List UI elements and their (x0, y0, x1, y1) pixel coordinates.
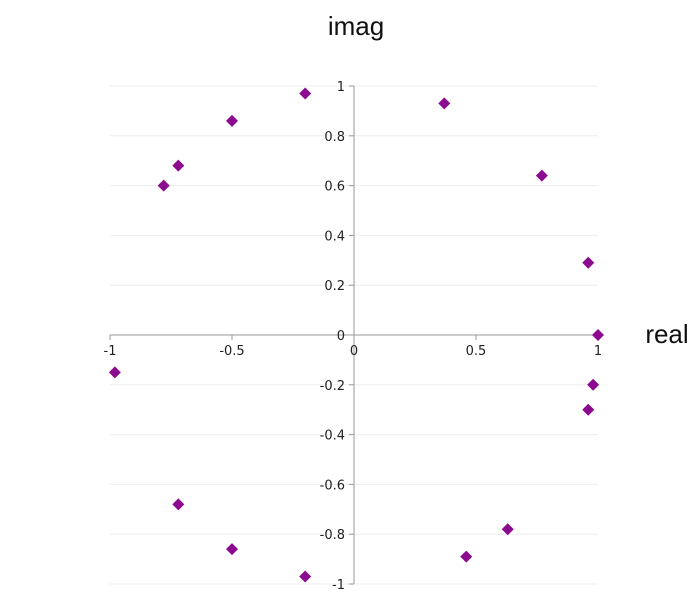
data-point-diamond (582, 256, 595, 269)
data-point-diamond (592, 329, 604, 341)
x-tick-label: -1 (104, 344, 117, 359)
y-tick-label: 0.2 (324, 279, 345, 294)
y-tick-label: 0 (337, 329, 345, 344)
tick-marks: 1 0.8 0.6 0.4 0.2 0 -0.2 -0.4 -0.6 -0.8 -1 -1 -0.5 0 0… (104, 80, 603, 593)
data-point-diamond (299, 87, 312, 100)
x-axis-title: real (645, 319, 688, 349)
y-tick-label: -0.8 (320, 528, 345, 543)
data-point-diamond (157, 179, 170, 192)
y-tick-label: 1 (337, 80, 345, 95)
data-point-diamond (299, 570, 312, 583)
data-point-diamond (172, 498, 185, 511)
y-tick-label: 0.8 (324, 130, 345, 145)
y-tick-label: -0.6 (320, 478, 345, 493)
data-point-diamond (501, 523, 514, 536)
data-point-diamond (226, 543, 238, 556)
data-point-diamond (226, 114, 238, 127)
data-point-diamond (460, 550, 473, 563)
data-point-diamond (438, 97, 451, 110)
data-point-diamond (108, 366, 121, 379)
y-tick-label: -0.2 (320, 379, 345, 394)
data-point-diamond (535, 169, 548, 182)
data-point-diamond (587, 378, 600, 391)
data-point-diamond (172, 159, 185, 172)
x-tick-label: 1 (594, 344, 602, 359)
y-tick-label: -1 (332, 578, 345, 593)
x-tick-label: -0.5 (219, 344, 244, 359)
y-tick-label: -0.4 (320, 429, 345, 444)
x-tick-label: 0.5 (466, 344, 487, 359)
data-point-diamond (582, 403, 595, 416)
y-tick-label: 0.6 (324, 180, 345, 195)
y-tick-label: 0.4 (324, 229, 345, 244)
data-points (108, 87, 604, 583)
x-tick-label: 0 (350, 344, 358, 359)
y-axis-title: imag (328, 11, 384, 41)
